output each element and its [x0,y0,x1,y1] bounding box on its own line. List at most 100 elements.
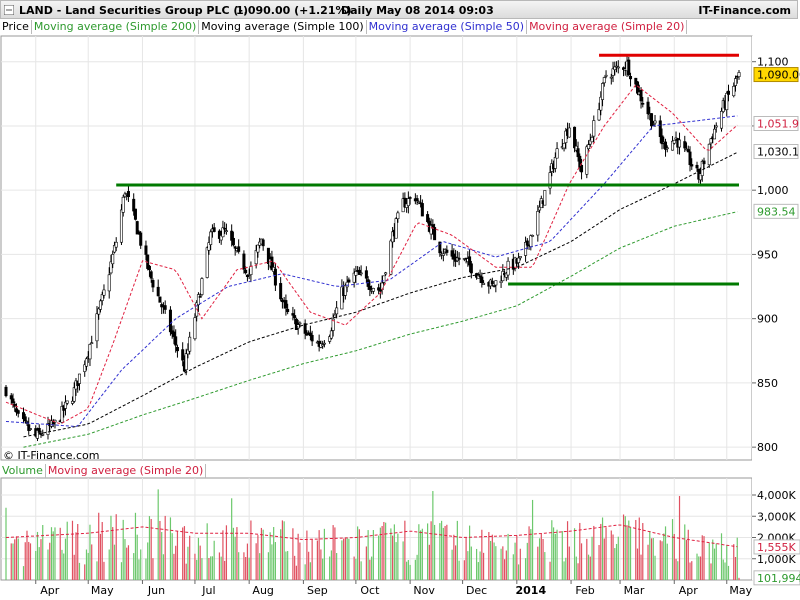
legend-item-price[interactable]: Price [0,20,32,34]
candle-body [121,196,125,213]
candle-body [16,410,20,414]
candle-body [536,211,540,236]
candle-body [357,269,361,275]
legend-item-volume-ma20[interactable]: Moving average (Simple 20) [46,464,207,478]
candle-body [244,269,248,274]
candle-body [688,151,692,166]
price-value-box [753,67,799,83]
candle-body [646,101,650,115]
candle-body [109,261,113,274]
candle-body [713,128,717,140]
price-value-label: 983.54 [757,205,796,218]
candle-body [517,257,521,263]
candle-body [499,280,503,283]
candle-body [83,364,87,372]
legend-item-ma100[interactable]: Moving average (Simple 100) [199,20,367,34]
candle-body [576,148,580,158]
candle-body [664,141,668,150]
candle-body [84,358,88,367]
candle-body [329,330,333,339]
candle-body [200,278,204,295]
candle-body [133,208,137,220]
candle-body [382,275,386,283]
candle-body [629,76,633,80]
candle-body [587,144,591,150]
legend-item-ma50[interactable]: Moving average (Simple 50) [367,20,528,34]
volume-bars-group [5,489,740,580]
candle-body [245,274,249,277]
candle-body [217,230,221,239]
candle-body [391,231,395,243]
candle-body [615,65,619,68]
candle-body [492,285,496,287]
candle-body [671,140,675,151]
candle-body [21,412,25,420]
candle-body [163,305,167,310]
candle-body [205,247,209,278]
candle-body [604,74,608,77]
candle-body [63,401,67,409]
candle-body [408,197,412,199]
candle-body [90,342,94,344]
candle-body [501,271,505,282]
candle-body [613,66,617,70]
candle-body [683,141,687,149]
candle-body [636,81,640,94]
candle-body [23,416,27,422]
candle-body [123,193,127,197]
copyright-text: © IT-Finance.com [3,449,100,462]
candle-body [184,353,188,371]
candle-body [198,296,202,298]
candle-body [102,289,106,296]
price-value-box [753,115,799,131]
candle-body [174,336,178,346]
candle-body [270,256,274,271]
candle-body [564,130,568,143]
candle-body [727,90,731,95]
candle-body [700,161,704,176]
candle-body [678,139,682,148]
candle-body [417,201,421,204]
candle-body [602,77,606,84]
candle-body [172,331,176,337]
legend-item-ma20[interactable]: Moving average (Simple 20) [527,20,688,34]
candle-body [580,164,584,173]
candle-body [415,198,419,202]
candle-body [231,237,235,246]
candle-body [450,250,454,257]
candle-body [494,280,498,286]
candle-body [686,149,690,153]
candle-body [196,294,200,306]
legend-item-ma200[interactable]: Moving average (Simple 200) [32,20,200,34]
price-y-tick-label: 850 [757,377,778,390]
candle-body [725,93,729,111]
candle-body [714,125,718,128]
candle-body [433,227,437,241]
candle-body [209,231,213,245]
candle-body [224,230,228,232]
candle-body [347,279,351,283]
candle-body [457,257,461,260]
candle-body [340,286,344,310]
candle-body [480,276,484,283]
ma50-line [5,115,738,428]
candle-body [529,235,533,247]
candle-body [11,398,15,404]
candle-body [175,347,179,352]
candle-body [702,160,706,165]
price-value-box [753,144,799,160]
legend-item-volume[interactable]: Volume [0,464,46,478]
candle-body [555,148,559,159]
candle-body [616,66,620,69]
volume-y-tick-label: 3,000K [757,510,796,523]
candle-body [111,254,115,265]
candle-body [284,300,288,309]
candle-body [119,209,123,243]
candle-body [597,109,601,121]
candle-body [578,155,582,168]
candle-body [548,172,552,189]
candle-body [359,272,363,275]
candle-body [296,324,300,329]
price-y-tick-label: 1,000 [757,184,789,197]
